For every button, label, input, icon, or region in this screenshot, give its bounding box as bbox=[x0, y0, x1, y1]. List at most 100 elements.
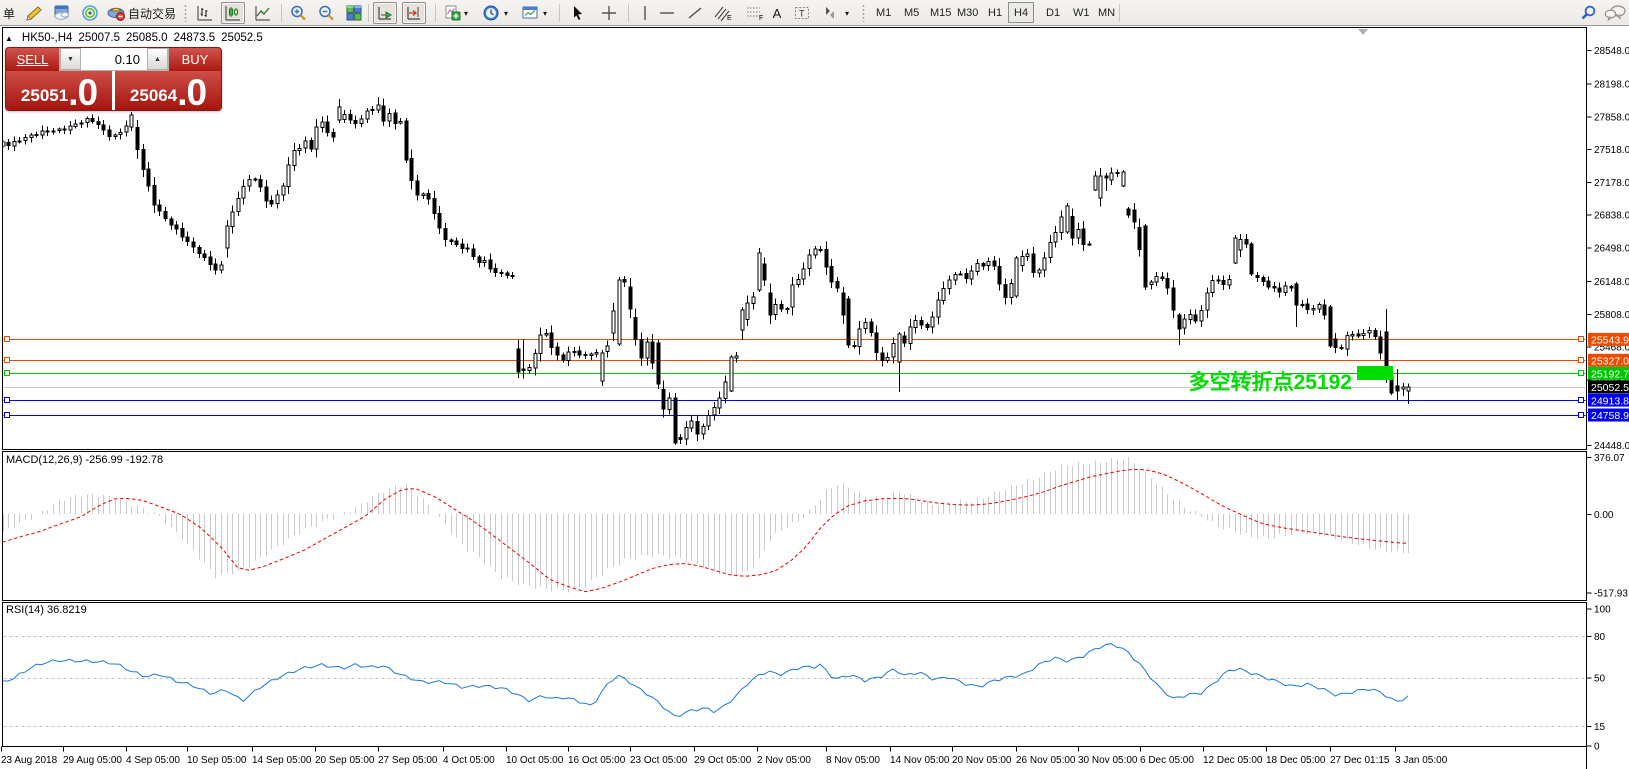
candle-bear bbox=[762, 263, 767, 281]
price-label-bg bbox=[1588, 366, 1629, 380]
arrows-caret-icon[interactable]: ▾ bbox=[844, 8, 849, 18]
timeframe-M15[interactable]: M15 bbox=[930, 6, 952, 19]
timeframe-MN[interactable]: MN bbox=[1098, 6, 1116, 19]
candle-bull bbox=[544, 332, 549, 336]
sell-button[interactable]: SELL bbox=[6, 48, 59, 71]
candle-bear bbox=[208, 256, 213, 265]
candle-bull bbox=[1401, 386, 1406, 390]
bar-chart-icon[interactable] bbox=[193, 2, 217, 24]
market-watch-icon[interactable] bbox=[78, 2, 102, 24]
timeframe-H4[interactable]: H4 bbox=[1008, 2, 1035, 23]
buy-button[interactable]: BUY bbox=[169, 48, 221, 71]
search-icon[interactable] bbox=[1576, 2, 1600, 24]
annotation-text: 多空转折点25192 bbox=[1189, 370, 1352, 394]
collapse-panel-icon[interactable]: ▲ bbox=[5, 33, 13, 43]
indicators-caret-icon[interactable]: ▾ bbox=[463, 8, 468, 18]
candle-bull bbox=[947, 279, 952, 290]
menu-order-label[interactable]: 单 bbox=[2, 6, 15, 21]
candle-bull bbox=[723, 381, 728, 400]
candle-bull bbox=[1098, 175, 1103, 199]
candle-bull bbox=[533, 352, 538, 369]
date-tick-label: 23 Oct 05:00 bbox=[630, 755, 688, 766]
volume-input[interactable] bbox=[81, 48, 147, 70]
templates-caret-icon[interactable]: ▾ bbox=[542, 8, 547, 18]
candle-bull bbox=[611, 310, 616, 334]
candle-bull bbox=[594, 352, 599, 355]
candle-bull bbox=[1317, 304, 1322, 310]
horizontal-line-icon[interactable] bbox=[655, 2, 679, 24]
text-icon[interactable]: A bbox=[772, 5, 782, 21]
chart-canvas[interactable]: 多空转折点25192 MACD(12,26,9) -256.99 -192.78 R… bbox=[0, 26, 1629, 769]
timeframe-W1[interactable]: W1 bbox=[1073, 6, 1090, 19]
date-tick-label: 29 Aug 05:00 bbox=[63, 755, 122, 766]
arrows-icon[interactable] bbox=[818, 2, 842, 24]
timeframe-M30[interactable]: M30 bbox=[957, 6, 979, 19]
candle-bull bbox=[320, 121, 325, 128]
cursor-icon[interactable] bbox=[566, 2, 590, 24]
vertical-line-icon[interactable] bbox=[633, 2, 657, 24]
macd-label: MACD(12,26,9) -256.99 -192.78 bbox=[6, 454, 163, 466]
candle-bull bbox=[589, 353, 594, 356]
buy-price[interactable]: 25064.0 bbox=[115, 71, 221, 110]
autotrading-label[interactable]: 自动交易 bbox=[127, 6, 176, 21]
zoom-in-icon[interactable] bbox=[286, 2, 310, 24]
crosshair-icon[interactable] bbox=[597, 2, 621, 24]
autotrading-icon[interactable] bbox=[104, 2, 128, 24]
candle-bull bbox=[1406, 386, 1411, 392]
fibonacci-icon[interactable]: F bbox=[743, 2, 767, 24]
candle-bull bbox=[359, 118, 364, 124]
periods-icon[interactable] bbox=[479, 2, 503, 24]
new-order-icon bbox=[26, 6, 42, 21]
zoom-out-icon[interactable] bbox=[314, 2, 338, 24]
hline-handle bbox=[4, 336, 10, 342]
volume-decrease-icon[interactable]: ▼ bbox=[60, 48, 81, 70]
candle-bear bbox=[673, 397, 678, 444]
candle-bull bbox=[51, 130, 56, 133]
text-label-icon[interactable]: T bbox=[790, 2, 814, 24]
line-chart-icon[interactable] bbox=[251, 2, 275, 24]
candlestick-chart-icon[interactable] bbox=[221, 2, 245, 24]
timeframe-M5[interactable]: M5 bbox=[904, 6, 920, 19]
toolbar-separator bbox=[628, 4, 629, 22]
sell-price[interactable]: 25051.0 bbox=[6, 71, 112, 111]
volume-increase-icon[interactable]: ▲ bbox=[147, 48, 168, 70]
trendline-icon[interactable] bbox=[683, 2, 707, 24]
candle-bear bbox=[1177, 314, 1182, 330]
candle-bull bbox=[936, 299, 941, 318]
indicators-icon[interactable] bbox=[440, 2, 464, 24]
price-tick-label: 25468.0 bbox=[1594, 343, 1629, 354]
templates-icon[interactable] bbox=[518, 2, 542, 24]
new-order-icon[interactable] bbox=[22, 2, 46, 24]
profiles-icon[interactable] bbox=[50, 2, 74, 24]
candle-bull bbox=[286, 164, 291, 187]
tile-windows-icon[interactable] bbox=[342, 2, 366, 24]
timeframe-D1[interactable]: D1 bbox=[1046, 6, 1061, 19]
candle-bull bbox=[314, 126, 319, 150]
shift-marker-icon bbox=[1358, 29, 1368, 35]
candle-bear bbox=[1322, 304, 1327, 316]
candle-bear bbox=[869, 321, 874, 334]
auto-scroll-icon[interactable] bbox=[373, 2, 397, 24]
candle-bear bbox=[633, 317, 638, 341]
chat-icon[interactable] bbox=[1603, 2, 1627, 24]
price-tick-label: 27518.0 bbox=[1594, 145, 1629, 156]
candle-bull bbox=[891, 342, 896, 358]
candle-bull bbox=[684, 427, 689, 440]
one-click-trade-panel: SELL ▼ ▲ BUY 25051.0 25064.0 bbox=[5, 47, 222, 111]
candle-bear bbox=[1373, 330, 1378, 338]
toolbar-separator bbox=[559, 4, 560, 22]
sell-price-pips: .0 bbox=[68, 72, 98, 111]
timeframe-H1[interactable]: H1 bbox=[988, 6, 1003, 19]
candle-bull bbox=[1345, 335, 1350, 350]
candle-bull bbox=[566, 351, 571, 361]
annotation-rect[interactable] bbox=[1357, 366, 1393, 380]
candle-bull bbox=[1020, 256, 1025, 266]
date-tick-label: 29 Oct 05:00 bbox=[694, 755, 752, 766]
svg-text:E: E bbox=[727, 15, 732, 22]
timeframe-M1[interactable]: M1 bbox=[876, 6, 892, 19]
periods-caret-icon[interactable]: ▾ bbox=[503, 8, 508, 18]
equidistant-channel-icon[interactable]: E bbox=[711, 2, 735, 24]
chart-shift-icon[interactable] bbox=[402, 2, 426, 24]
candle-bull bbox=[1238, 239, 1243, 251]
price-label: 25052.5 bbox=[1591, 382, 1629, 394]
